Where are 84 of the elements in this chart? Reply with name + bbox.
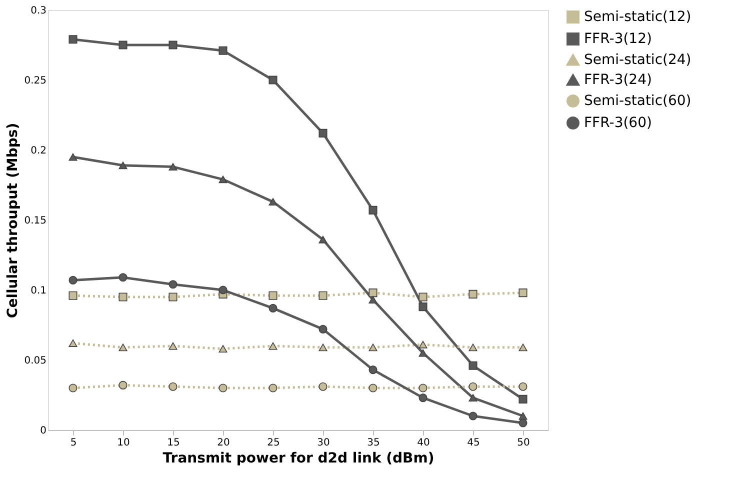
point — [368, 288, 378, 298]
point — [418, 302, 428, 312]
point — [68, 384, 78, 392]
point — [68, 291, 78, 300]
point — [468, 382, 478, 391]
point — [218, 286, 228, 294]
point — [168, 382, 178, 391]
point — [268, 304, 278, 312]
point — [368, 384, 378, 392]
point — [468, 394, 478, 402]
legend-label: FFR-3(60) — [584, 115, 652, 131]
y-tick-label: 0.1 — [30, 286, 46, 296]
point — [268, 384, 278, 392]
x-tick-label: 20 — [217, 438, 230, 448]
point — [418, 394, 428, 402]
legend-label: Semi-static(24) — [584, 52, 692, 68]
point — [368, 206, 378, 214]
point — [518, 382, 528, 391]
point — [468, 412, 478, 420]
point — [168, 292, 178, 302]
x-tick-label: 25 — [267, 438, 280, 448]
x-tick-label: 50 — [517, 438, 530, 448]
point — [268, 76, 278, 84]
x-tick-label: 15 — [167, 438, 180, 448]
point — [518, 288, 528, 298]
y-tick-label: 0.05 — [24, 356, 46, 366]
y-tick-label: 0 — [40, 426, 46, 436]
legend-label: Semi-static(12) — [584, 9, 692, 25]
point — [68, 35, 78, 44]
y-axis-title: Cellular throuput (Mbps) — [5, 122, 22, 318]
point — [168, 40, 178, 50]
x-tick-label: 30 — [317, 438, 330, 448]
legend-label: Semi-static(60) — [584, 93, 692, 109]
point — [418, 340, 428, 348]
point — [268, 291, 278, 300]
point — [368, 366, 378, 374]
point — [168, 163, 178, 171]
legend-label: FFR-3(12) — [584, 31, 652, 47]
point — [318, 344, 328, 352]
point — [218, 345, 228, 353]
point — [218, 384, 228, 392]
point — [268, 198, 278, 206]
y-tick-label: 0.3 — [30, 6, 46, 16]
x-tick-label: 10 — [117, 438, 130, 448]
x-tick-label: 45 — [467, 438, 480, 448]
point — [518, 412, 528, 420]
point — [168, 280, 178, 289]
point — [118, 380, 128, 390]
point — [518, 394, 528, 404]
point — [118, 273, 128, 282]
x-tick-label: 40 — [417, 438, 430, 448]
point — [218, 46, 228, 55]
point — [318, 291, 328, 300]
point — [318, 382, 328, 391]
point — [118, 162, 128, 170]
point — [118, 40, 128, 50]
x-tick-label: 35 — [367, 438, 380, 448]
point — [468, 361, 478, 370]
point — [468, 290, 478, 298]
point — [318, 128, 328, 138]
y-tick-label: 0.15 — [24, 216, 46, 226]
point — [468, 344, 478, 352]
point — [418, 349, 428, 357]
point — [368, 344, 378, 352]
point — [518, 344, 528, 352]
point — [68, 276, 78, 284]
point — [218, 176, 228, 184]
point — [118, 344, 128, 352]
point — [518, 418, 528, 428]
point — [418, 292, 428, 302]
point — [118, 292, 128, 302]
y-tick-label: 0.2 — [30, 146, 46, 156]
point — [68, 339, 78, 347]
point — [318, 324, 328, 334]
point — [368, 296, 378, 304]
x-axis-title: Transmit power for d2d link (dBm) — [162, 450, 434, 466]
x-tick-label: 5 — [70, 438, 77, 448]
legend-label: FFR-3(24) — [584, 72, 652, 88]
point — [318, 236, 328, 244]
point — [418, 384, 428, 392]
y-tick-label: 0.25 — [24, 76, 46, 86]
point — [268, 342, 278, 350]
point — [68, 153, 78, 161]
point — [168, 342, 178, 350]
